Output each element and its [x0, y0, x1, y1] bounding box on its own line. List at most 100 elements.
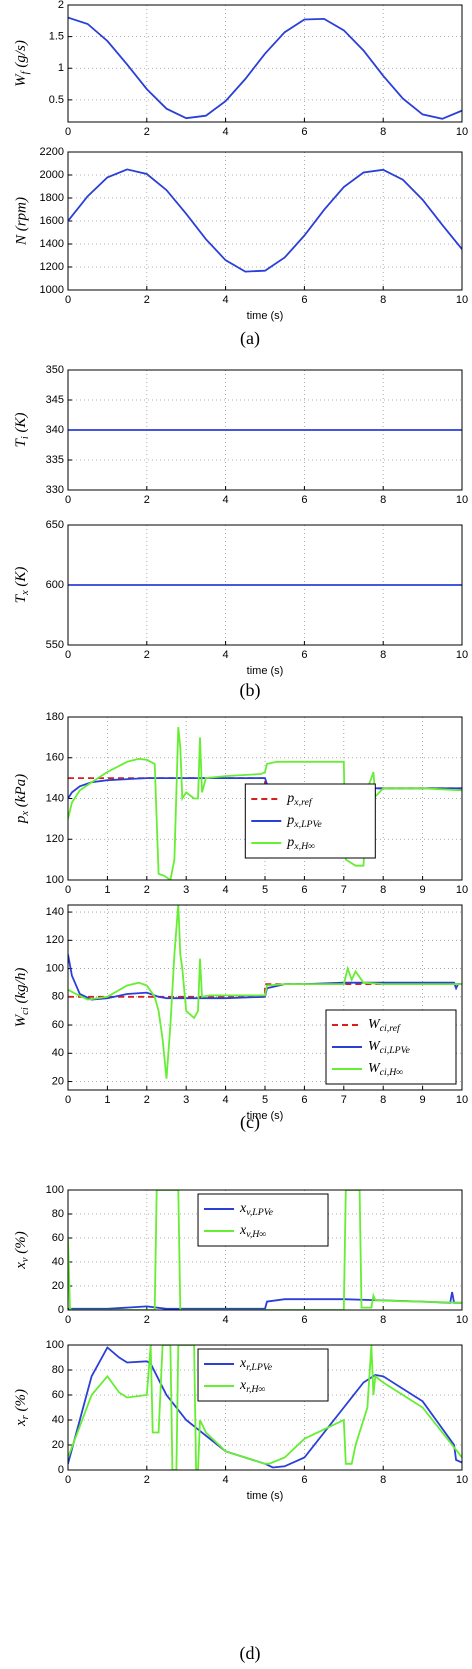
x-axis-label: time (s): [247, 1490, 284, 1502]
plot-frame: [67, 151, 463, 291]
x-tick-label: 2: [144, 884, 150, 896]
legend-label: xv,LPVe: [239, 1201, 274, 1218]
plot-frame: [67, 369, 463, 491]
x-tick-label: 2: [144, 494, 150, 506]
x-tick-label: 10: [456, 1094, 468, 1106]
y-tick-label: 40: [52, 1256, 64, 1268]
y-tick-label: 100: [46, 1339, 64, 1351]
x-tick-label: 10: [456, 494, 468, 506]
x-tick-label: 10: [456, 1474, 468, 1486]
x-tick-label: 8: [380, 649, 386, 661]
y-tick-label: 140: [46, 906, 64, 918]
y-tick-label: 100: [46, 1184, 64, 1196]
x-tick-label: 8: [380, 1314, 386, 1326]
y-tick-label: 1000: [40, 284, 64, 296]
x-tick-label: 8: [380, 126, 386, 138]
caption: (b): [240, 680, 261, 701]
x-tick-label: 2: [144, 1094, 150, 1106]
y-tick-label: 60: [52, 1389, 64, 1401]
y-tick-label: 1.5: [49, 31, 64, 43]
y-tick-label: 0: [58, 1304, 64, 1316]
data-line: [68, 168, 462, 273]
y-tick-label: 60: [52, 1019, 64, 1031]
data-line: [68, 1190, 462, 1310]
x-tick-label: 4: [223, 884, 229, 896]
plot-lines: [68, 1345, 462, 1470]
x-tick-label: 5: [262, 884, 268, 896]
y-tick-label: 20: [52, 1280, 64, 1292]
x-tick-label: 3: [183, 1094, 189, 1106]
x-tick-label: 6: [301, 1474, 307, 1486]
y-tick-label: 550: [46, 639, 64, 651]
x-tick-label: 0: [65, 649, 71, 661]
legend-box: [197, 1193, 329, 1247]
plot-lines: [68, 905, 462, 1079]
y-axis-label: Wci (kg/h): [13, 968, 31, 1028]
y-tick-label: 120: [46, 833, 64, 845]
plot-frame: [67, 4, 463, 123]
y-axis-label: xv (%): [13, 1231, 31, 1270]
x-tick-label: 1: [104, 884, 110, 896]
y-tick-label: 80: [52, 1208, 64, 1220]
x-tick-label: 4: [223, 294, 229, 306]
plot-frame: [67, 1344, 463, 1471]
x-tick-label: 10: [456, 126, 468, 138]
x-tick-label: 10: [456, 294, 468, 306]
x-tick-label: 0: [65, 1314, 71, 1326]
plot-area: [68, 5, 462, 122]
y-tick-label: 20: [52, 1439, 64, 1451]
legend-label: xr,H∞: [239, 1378, 265, 1395]
legend-label: px,LPVe: [286, 813, 322, 830]
y-tick-label: 345: [46, 394, 64, 406]
y-tick-label: 600: [46, 579, 64, 591]
y-tick-label: 1600: [40, 215, 64, 227]
legend-label: px,ref: [286, 791, 313, 808]
y-tick-label: 80: [52, 991, 64, 1003]
data-line: [68, 905, 462, 1079]
x-tick-label: 10: [456, 649, 468, 661]
plot-frame: [67, 524, 463, 646]
plot-lines: [68, 16, 462, 120]
x-tick-label: 10: [456, 884, 468, 896]
legend-label: Wci,ref: [368, 1017, 401, 1034]
y-tick-label: 650: [46, 519, 64, 531]
data-line: [68, 954, 462, 1001]
caption: (d): [240, 1643, 261, 1664]
y-tick-label: 350: [46, 364, 64, 376]
x-tick-label: 8: [380, 884, 386, 896]
x-tick-label: 5: [262, 1094, 268, 1106]
x-tick-label: 6: [301, 1314, 307, 1326]
caption: (c): [240, 1112, 260, 1133]
legend-box: [197, 1348, 329, 1402]
y-tick-label: 40: [52, 1414, 64, 1426]
x-tick-label: 1: [104, 1094, 110, 1106]
legend-label: px,H∞: [286, 835, 315, 852]
x-axis-label: time (s): [247, 665, 284, 677]
y-tick-label: 2000: [40, 169, 64, 181]
x-tick-label: 6: [301, 1094, 307, 1106]
y-tick-label: 100: [46, 962, 64, 974]
data-line: [68, 16, 462, 120]
data-line: [68, 727, 462, 880]
legend-label: Wci,H∞: [368, 1061, 403, 1078]
x-tick-label: 4: [223, 1314, 229, 1326]
x-tick-label: 2: [144, 649, 150, 661]
y-tick-label: 2: [58, 0, 64, 11]
y-tick-label: 60: [52, 1232, 64, 1244]
x-tick-label: 4: [223, 494, 229, 506]
y-tick-label: 335: [46, 454, 64, 466]
plot-frame: [67, 904, 463, 1091]
x-tick-label: 10: [456, 1314, 468, 1326]
y-tick-label: 100: [46, 874, 64, 886]
x-tick-label: 7: [341, 884, 347, 896]
data-line: [68, 1345, 462, 1470]
x-tick-label: 6: [301, 294, 307, 306]
x-tick-label: 2: [144, 1314, 150, 1326]
y-tick-label: 120: [46, 934, 64, 946]
y-tick-label: 20: [52, 1075, 64, 1087]
x-tick-label: 8: [380, 1474, 386, 1486]
plot-lines: [68, 1190, 462, 1310]
x-axis-label: time (s): [247, 1110, 284, 1122]
y-tick-label: 340: [46, 424, 64, 436]
